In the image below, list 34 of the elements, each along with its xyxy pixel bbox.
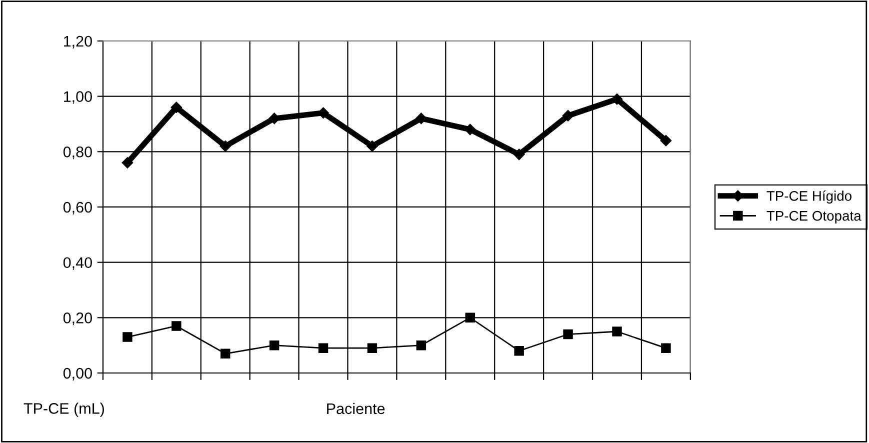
point bbox=[563, 329, 573, 340]
point bbox=[269, 340, 280, 350]
y-tick-label: 0,80 bbox=[63, 146, 92, 160]
y-tick-label: 0,00 bbox=[63, 368, 92, 380]
point bbox=[366, 140, 378, 152]
point bbox=[122, 157, 134, 168]
point bbox=[367, 343, 378, 353]
point bbox=[220, 140, 231, 152]
y-tick-label: 0,20 bbox=[63, 312, 92, 326]
point bbox=[464, 124, 476, 136]
legend-label: TP-CE Otopata bbox=[766, 210, 862, 224]
y-tick-label: 0,60 bbox=[63, 202, 92, 214]
point bbox=[612, 326, 622, 336]
legend-label: TP-CE Hígido bbox=[766, 190, 852, 204]
point bbox=[172, 321, 182, 331]
point bbox=[122, 332, 132, 342]
point bbox=[661, 343, 671, 353]
point bbox=[268, 112, 280, 124]
point bbox=[416, 112, 427, 124]
point bbox=[513, 148, 525, 160]
point bbox=[220, 348, 230, 358]
point bbox=[514, 346, 524, 356]
y-tick-label: 1,00 bbox=[64, 91, 92, 104]
point bbox=[170, 102, 182, 113]
point bbox=[562, 110, 574, 122]
y-axis-title: TP-CE (mL) bbox=[24, 402, 104, 417]
x-axis-title: Paciente bbox=[327, 402, 385, 414]
point bbox=[465, 312, 475, 323]
point bbox=[416, 340, 426, 350]
point bbox=[660, 134, 672, 146]
y-tick-label: 0,40 bbox=[63, 257, 92, 270]
y-tick-label: 1,20 bbox=[64, 36, 92, 48]
point bbox=[318, 343, 328, 353]
point bbox=[611, 93, 623, 105]
